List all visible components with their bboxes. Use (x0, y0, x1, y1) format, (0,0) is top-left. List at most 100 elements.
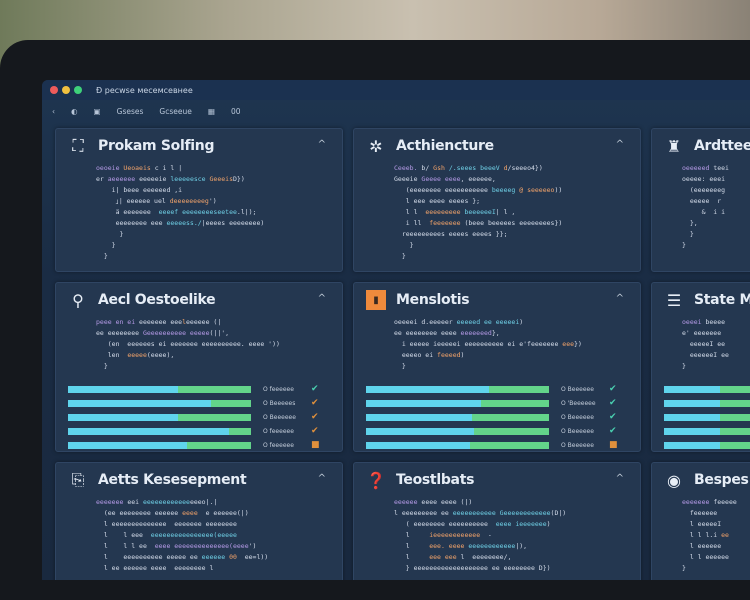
panel-header: ⛶ Prokam Solfing (56, 129, 342, 163)
code-line: e' eeeeeee (682, 329, 722, 337)
progress-fill (366, 427, 474, 435)
progress-fill (664, 413, 721, 421)
code-line: l ieeeeeeeeeeee - (394, 531, 492, 539)
close-button[interactable] (50, 86, 58, 94)
panel-title: Acthiencture (396, 138, 494, 154)
panel-title: Prokam Solfing (98, 138, 215, 154)
code-line: Ceeeb. b/ Gsh /.seees beeeV d/seeeo4}) (394, 164, 543, 172)
document-icon: ▮ (366, 290, 386, 310)
progress-row: O Beeeeee ✔ (68, 410, 330, 424)
toolbar-item[interactable]: Gsesеs (116, 106, 144, 116)
chat-icon: ❓ (366, 470, 386, 490)
panel-title: Teostlbats (396, 472, 475, 488)
progress-list (664, 382, 750, 452)
code-line: (eeeeeeeg (682, 186, 726, 194)
code-line: l l eeeeeeeee beeeeeeI| l , (394, 208, 516, 216)
code-line: } (682, 241, 686, 249)
progress-label: O Beeeees (263, 399, 296, 407)
progress-bar (68, 427, 251, 435)
panel-header: ▮ Menslotis (354, 283, 640, 317)
progress-bar (68, 385, 251, 393)
code-line: } (96, 241, 116, 249)
collapse-chevron-icon[interactable]: ^ (317, 293, 326, 304)
panel-header: ❓ Teostlbats (354, 463, 640, 497)
progress-bar (68, 413, 251, 421)
progress-bar (366, 399, 549, 407)
panel-title: Menslotis (396, 292, 470, 308)
code-line: }, (682, 219, 698, 227)
code-line: } (96, 252, 108, 260)
collapse-chevron-icon[interactable]: ^ (317, 473, 326, 484)
code-line: l ee eeeeee eeee eeeeeeee l (96, 564, 214, 572)
pending-square-icon: ■ (311, 440, 320, 450)
progress-label: O feeeeee (263, 427, 294, 435)
check-icon: ✔ (609, 426, 617, 436)
toolbar-item[interactable]: ‹ (52, 106, 55, 116)
code-line: oeeeei d.eeeeer eeeeed ee eeeeei) (394, 318, 524, 326)
help-icon: ◉ (667, 470, 681, 490)
progress-bar (664, 385, 750, 393)
toolbar-item[interactable]: ▦ (207, 106, 215, 116)
code-line: eeeeee eeee eeee (|) (394, 498, 473, 506)
maximize-button[interactable] (74, 86, 82, 94)
code-block: eeeeeee eei eeeeeeeeeeeeeeeo|.| (ee eeee… (56, 497, 342, 574)
progress-fill (366, 399, 482, 407)
code-line: } (682, 230, 694, 238)
collapse-chevron-icon[interactable]: ^ (615, 139, 624, 150)
progress-row (664, 424, 750, 438)
list-icon: ☰ (666, 290, 682, 310)
code-line: l eee eeee eeees }; (394, 197, 481, 205)
code-line: i ll feeeeeee (beee beeeees eeeeeeees}) (394, 219, 563, 227)
code-line: l eeeeeeeeee eeeee ee eeeeee 00 ee=l)) (96, 553, 269, 561)
toolbar-item[interactable]: Gcseeue (159, 106, 192, 116)
progress-bar (664, 413, 750, 421)
toolbar-item[interactable]: ◐ (71, 106, 78, 116)
progress-row (664, 382, 750, 396)
progress-fill (68, 385, 178, 393)
code-line: } (394, 362, 406, 370)
code-line: (ee eeeeeeee eeeeee eeee e eeeeee(|) (96, 509, 249, 517)
progress-bar (664, 441, 750, 449)
code-block: oeeeeed teei oeeee: eeei (eeeeeeeg eeeee … (652, 163, 750, 251)
collapse-chevron-icon[interactable]: ^ (615, 473, 624, 484)
check-icon: ✔ (311, 412, 319, 422)
check-icon: ✔ (609, 384, 617, 394)
code-line: len eeeee(eeee), (96, 351, 175, 359)
panel-clipboard: ⎘ Aetts Kesesepment ^ eeeeeee eei eeeeeeeee… (55, 462, 343, 580)
collapse-chevron-icon[interactable]: ^ (615, 293, 624, 304)
minimize-button[interactable] (62, 86, 70, 94)
code-line: l l l ee eeee eeeeeeeeeeeeee(eeee') (96, 542, 257, 550)
screen: Ð ресwsе месемсевнее ‹ ◐ ▣ Gsesеs Gcseeue ▦ 00… (42, 80, 750, 580)
progress-fill (664, 441, 721, 449)
panel-title: Aecl Oestoelike (98, 292, 216, 308)
progress-label: O feeeeee (263, 441, 294, 449)
code-line: l eeeeeeeeeeeeee eeeeeee eeeeeeee (96, 520, 237, 528)
progress-bar (366, 385, 549, 393)
toolbar-item[interactable]: 00 (230, 106, 241, 116)
title-bar: Ð ресwsе месемсевнее (42, 80, 750, 100)
toolbar-item[interactable]: ▣ (93, 106, 101, 116)
code-line: eeeeeeee eee eeeeess./|eeees eeeeeeee) (96, 219, 265, 227)
progress-fill (68, 427, 230, 435)
code-line: eeeeeI ee (682, 340, 726, 348)
check-icon: ✔ (311, 384, 319, 394)
code-line: l l eee eeeeeeeeeeeeeeee(eeeee (96, 531, 237, 539)
code-line: (en eeeeees ei eeeeeee eeeeeeeeee. eeee … (96, 340, 280, 348)
code-line: l l eeeeee (682, 553, 729, 561)
progress-bar (664, 399, 750, 407)
progress-row: O Beeeeee ✔ (366, 424, 628, 438)
collapse-chevron-icon[interactable]: ^ (317, 139, 326, 150)
panel-header: ☰ State Ma (652, 283, 750, 317)
code-block: oeeeei d.eeeeer eeeeed ee eeeeei) ee eeee… (354, 317, 640, 372)
progress-fill (664, 399, 721, 407)
progress-label: O Beeeeee (263, 413, 296, 421)
panel-puzzle: ⛶ Prokam Solfing ^ oeoeie Ueoaeis c i l | er… (55, 128, 343, 272)
code-block: oeeei beeee e' eeeeeee eeeeeI ee eeeeeeI … (652, 317, 750, 372)
panel-help: ◉ Bespes E eeeeeee feeeee feeeeee l eeeeeI… (651, 462, 750, 580)
progress-fill (366, 385, 489, 393)
check-icon: ✔ (609, 398, 617, 408)
code-line: peee en ei eeeeeee eeeleeeeee (| (96, 318, 222, 326)
puzzle-icon: ⛶ (72, 136, 84, 155)
check-icon: ✔ (609, 412, 617, 422)
progress-list: O Beeeeee ✔ O 'Beeeeee ✔ O Beeeeee ✔ O Beeeeee… (366, 382, 628, 452)
